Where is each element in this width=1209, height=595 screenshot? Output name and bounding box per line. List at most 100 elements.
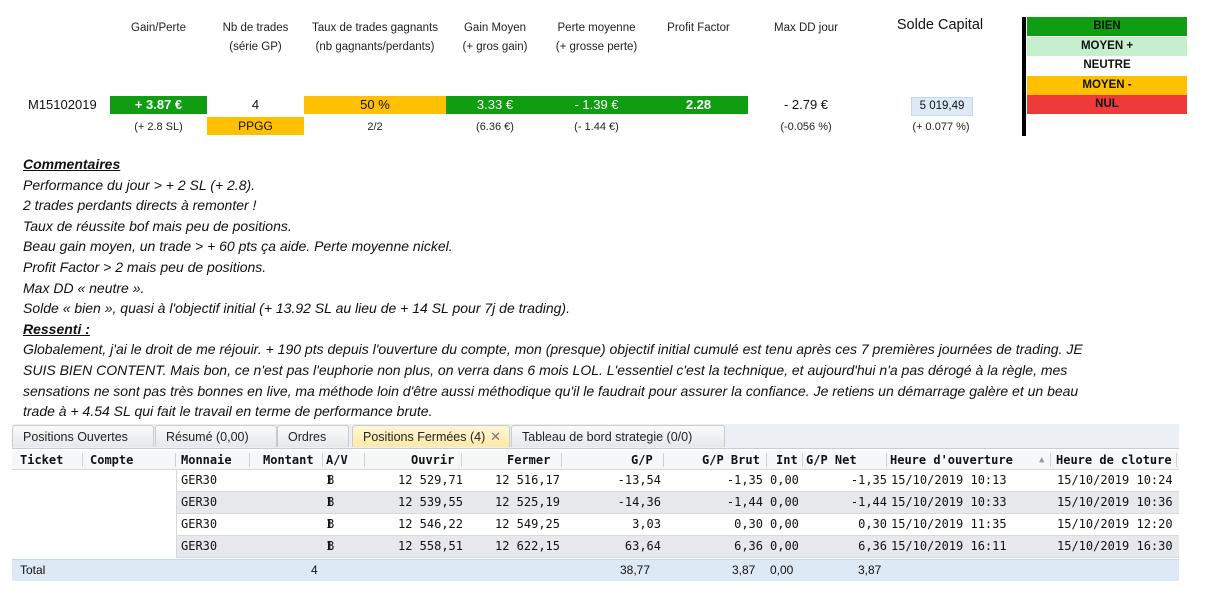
table-cell-heure-de-cloture: 15/10/2019 12:20 <box>1057 517 1173 531</box>
col-heure-cloture[interactable]: Heure de cloture <box>1056 453 1172 467</box>
total-montant: 4 <box>311 563 318 577</box>
table-cell-heure-d-ouverture: 15/10/2019 11:35 <box>891 517 1007 531</box>
legend-bar <box>1022 17 1026 136</box>
row-label: M15102019 <box>28 97 97 112</box>
legend-item-bien: BIEN <box>1027 17 1187 36</box>
tab-positions-fermees[interactable]: Positions Fermées (4) ✕ <box>352 425 510 447</box>
table-cell-montant: 1 <box>325 539 333 553</box>
table-cell-g-p-brut: 0,30 <box>734 517 763 531</box>
comment-line: Max DD « neutre ». <box>23 279 145 296</box>
col-gp[interactable]: G/P <box>631 453 653 467</box>
col-gp-net[interactable]: G/P Net <box>806 453 857 467</box>
table-cell-ouvrir: 12 539,55 <box>397 495 463 509</box>
col-ticket[interactable]: Ticket <box>20 453 64 467</box>
comment-line: Performance du jour > + 2 SL (+ 2.8). <box>23 176 256 193</box>
col-int[interactable]: Int <box>776 453 798 467</box>
table-cell-g-p: -14,36 <box>617 495 661 509</box>
header-profit-factor: Profit Factor <box>667 22 730 34</box>
perte-moyenne-sub: (- 1.44 €) <box>574 121 619 133</box>
total-gp-net: 3,87 <box>858 563 882 577</box>
comments-title: Commentaires <box>23 156 121 172</box>
total-gp: 38,77 <box>620 563 651 577</box>
table-cell-g-p-brut: -1,35 <box>726 473 763 487</box>
col-fermer[interactable]: Fermer <box>507 453 551 467</box>
comment-line: Profit Factor > 2 mais peu de positions. <box>23 258 267 275</box>
col-montant[interactable]: Montant <box>263 453 314 467</box>
table-cell-g-p-net: 0,30 <box>858 517 887 531</box>
tab-label: Positions Fermées (4) <box>363 430 486 444</box>
table-cell-ouvrir: 12 558,51 <box>397 539 463 553</box>
serie-value: PPGG <box>207 117 304 135</box>
table-row[interactable]: GER30 1 B 12 558,51 12 622,15 63,64 6,36 0,00 6,… <box>177 536 1179 558</box>
table-row[interactable]: GER30 1 B 12 539,55 12 525,19 -14,36 -1,44 0,00… <box>177 492 1179 514</box>
legend-item-moyen: MOYEN + <box>1027 36 1187 56</box>
table-cell-heure-d-ouverture: 15/10/2019 16:11 <box>891 539 1007 553</box>
table-cell-int: 0,00 <box>770 473 799 487</box>
table-cell-g-p-brut: 6,36 <box>734 539 763 553</box>
table-cell-g-p-net: -1,35 <box>850 473 887 487</box>
table-cell-g-p: -13,54 <box>617 473 661 487</box>
legend-item-moyen: MOYEN - <box>1027 75 1187 95</box>
col-ouvrir[interactable]: Ouvrir <box>411 453 455 467</box>
table-cell-a-v: B <box>327 473 335 487</box>
table-cell-ouvrir: 12 546,22 <box>397 517 463 531</box>
table-row[interactable]: GER30 1 B 12 546,22 12 549,25 3,03 0,30 0,00 0,3… <box>177 514 1179 536</box>
table-cell-g-p-net: 6,36 <box>858 539 887 553</box>
tab-ordres[interactable]: Ordres <box>277 425 349 447</box>
ressenti-text: Globalement, j'ai le droit de me réjouir… <box>23 339 1143 421</box>
comment-line: 2 trades perdants directs à remonter ! <box>23 197 257 214</box>
tab-tableau-de-bord[interactable]: Tableau de bord strategie (0/0) <box>511 425 725 447</box>
total-row: Total 4 38,77 3,87 0,00 3,87 <box>12 559 1179 581</box>
header-perte-moyenne: Perte moyenne (+ grosse perte) <box>544 19 649 57</box>
col-compte[interactable]: Compte <box>90 453 134 467</box>
table-cell-heure-de-cloture: 15/10/2019 16:30 <box>1057 539 1173 553</box>
header-perte-moyenne-line2: (+ grosse perte) <box>555 41 638 53</box>
header-perte-moyenne-line1: Perte moyenne <box>557 22 636 34</box>
header-nb-trades-line1: Nb de trades <box>222 22 289 34</box>
ressenti-title: Ressenti : <box>23 320 90 337</box>
header-gain-moyen-line2: (+ gros gain) <box>462 41 528 53</box>
total-int: 0,00 <box>770 563 794 577</box>
comment-line: Solde « bien », quasi à l'objectif initi… <box>23 300 570 317</box>
nb-trades-value: 4 <box>251 97 260 112</box>
empty-ticket-compte-area <box>12 470 177 558</box>
header-taux-line1: Taux de trades gagnants <box>312 22 438 34</box>
table-cell-heure-d-ouverture: 15/10/2019 10:13 <box>891 473 1007 487</box>
taux-value: 50 % <box>304 96 446 114</box>
table-cell-montant: 1 <box>325 495 333 509</box>
tab-positions-ouvertes[interactable]: Positions Ouvertes <box>12 425 154 447</box>
taux-sub: 2/2 <box>367 121 383 133</box>
table-cell-g-p-net: -1,44 <box>850 495 887 509</box>
max-dd-value: - 2.79 € <box>783 97 829 112</box>
col-heure-ouverture[interactable]: Heure d'ouverture <box>890 453 1013 467</box>
comment-line: Beau gain moyen, un trade > + 60 pts ça … <box>23 238 453 255</box>
tab-label: Positions Ouvertes <box>23 430 128 444</box>
col-av[interactable]: A/V <box>326 453 348 467</box>
header-solde-capital: Solde Capital <box>896 17 984 33</box>
max-dd-sub: (-0.056 %) <box>780 121 832 133</box>
table-cell-fermer: 12 622,15 <box>494 539 560 553</box>
gain-perte-sl: (+ 2.8 SL) <box>134 121 183 133</box>
profit-factor-value: 2.28 <box>649 96 748 114</box>
col-monnaie[interactable]: Monnaie <box>181 453 232 467</box>
tab-resume[interactable]: Résumé (0,00) <box>155 425 277 447</box>
table-cell-g-p: 63,64 <box>624 539 661 553</box>
table-cell-a-v: B <box>327 517 335 531</box>
ressenti-line: trade à + 4.54 SL qui fait le travail en… <box>23 403 433 420</box>
table-cell-heure-d-ouverture: 15/10/2019 10:33 <box>891 495 1007 509</box>
table-row[interactable]: GER30 1 B 12 529,71 12 516,17 -13,54 -1,35 0,00… <box>177 470 1179 492</box>
sort-ascending-icon[interactable]: ▲ <box>1039 455 1045 465</box>
header-gain-moyen: Gain Moyen (+ gros gain) <box>446 19 544 57</box>
tab-label: Tableau de bord strategie (0/0) <box>522 430 693 444</box>
ressenti-line: SUIS BIEN CONTENT. Mais bon, ce n'est pa… <box>23 361 1068 378</box>
table-cell-fermer: 12 516,17 <box>494 473 560 487</box>
col-gp-brut[interactable]: G/P Brut <box>702 453 760 467</box>
gain-perte-value: + 3.87 € <box>110 96 207 114</box>
close-icon[interactable]: ✕ <box>490 429 501 444</box>
solde-sub: (+ 0.077 %) <box>912 121 970 133</box>
header-gain-perte: Gain/Perte <box>131 22 186 34</box>
header-taux-line2: (nb gagnants/perdants) <box>315 41 435 53</box>
table-cell-montant: 1 <box>325 473 333 487</box>
tab-label: Ordres <box>288 430 327 444</box>
table-cell-g-p-brut: -1,44 <box>726 495 763 509</box>
